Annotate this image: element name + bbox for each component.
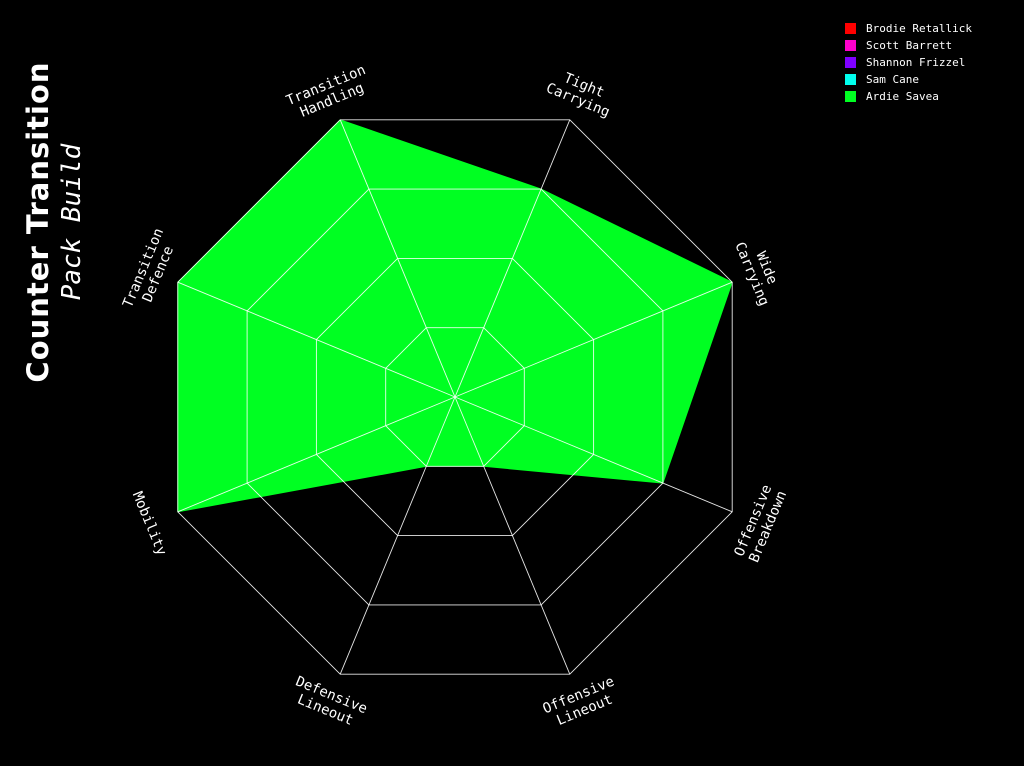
grid-spoke — [454, 396, 733, 513]
legend-swatch — [845, 57, 856, 68]
axis-label: WideCarrying — [731, 234, 786, 309]
grid-spoke — [454, 119, 571, 398]
axis-label: Mobility — [129, 489, 170, 557]
axis-label: TransitionDefence — [120, 226, 182, 316]
legend-item[interactable]: Shannon Frizzel — [845, 54, 972, 71]
legend-swatch — [845, 91, 856, 102]
grid-spoke — [177, 281, 456, 398]
grid-spoke — [177, 396, 456, 513]
legend-label: Sam Cane — [866, 73, 919, 86]
axis-label: TightCarrying — [544, 65, 619, 120]
legend-item[interactable]: Scott Barrett — [845, 37, 972, 54]
legend: Brodie Retallick Scott Barrett Shannon F… — [845, 20, 972, 105]
grid-spoke — [454, 396, 571, 675]
grid-spoke — [454, 281, 733, 398]
legend-label: Ardie Savea — [866, 90, 939, 103]
axis-label: DefensiveLineout — [287, 674, 369, 733]
axis-label: OffensiveBreakdown — [732, 483, 791, 565]
grid-spoke — [339, 119, 456, 398]
chart-title: Counter Transition — [21, 61, 55, 383]
legend-swatch — [845, 23, 856, 34]
axis-label: TransitionHandling — [284, 62, 374, 124]
chart-title-block: Counter Transition Pack Build — [20, 52, 88, 392]
series-area-4[interactable] — [177, 119, 733, 513]
legend-item[interactable]: Brodie Retallick — [845, 20, 972, 37]
legend-label: Shannon Frizzel — [866, 56, 966, 69]
grid-spoke — [339, 396, 456, 675]
legend-item[interactable]: Sam Cane — [845, 71, 972, 88]
legend-item[interactable]: Ardie Savea — [845, 88, 972, 105]
legend-swatch — [845, 74, 856, 85]
axis-label: OffensiveLineout — [541, 674, 623, 733]
legend-label: Brodie Retallick — [866, 22, 972, 35]
legend-swatch — [845, 40, 856, 51]
chart-subtitle: Pack Build — [57, 143, 87, 301]
legend-label: Scott Barrett — [866, 39, 953, 52]
